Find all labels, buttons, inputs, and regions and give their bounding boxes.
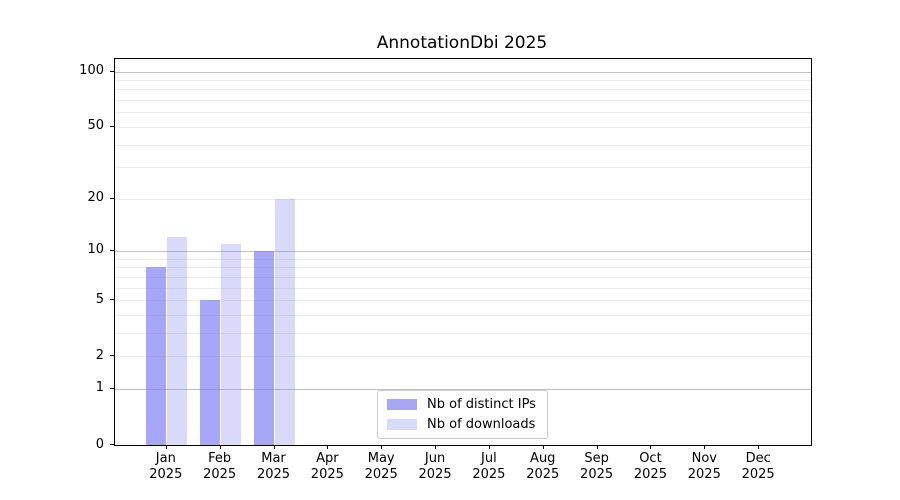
x-tick-mar bbox=[273, 445, 275, 449]
y-gridline-minor-3 bbox=[115, 332, 811, 334]
y-gridline-minor-90 bbox=[115, 80, 811, 82]
legend-label-nb-of-downloads: Nb of downloads bbox=[427, 417, 536, 432]
x-tick-apr bbox=[327, 445, 329, 449]
y-gridline-minor-50 bbox=[115, 126, 811, 128]
x-tick-label-nov: Nov 2025 bbox=[687, 451, 721, 482]
x-tick-jun bbox=[435, 445, 437, 449]
y-tick-label-1: 1 bbox=[95, 380, 104, 396]
y-tick-10 bbox=[110, 249, 114, 251]
chart-title: AnnotationDbi 2025 bbox=[376, 33, 548, 53]
y-tick-label-0: 0 bbox=[95, 436, 104, 452]
y-gridline-minor-7 bbox=[115, 276, 811, 278]
y-gridline-major-1 bbox=[115, 388, 811, 390]
x-tick-label-mar: Mar 2025 bbox=[256, 451, 291, 482]
legend-swatch-nb-of-downloads bbox=[387, 419, 417, 430]
plot-area bbox=[114, 58, 812, 446]
x-tick-label-feb: Feb 2025 bbox=[203, 451, 237, 482]
x-tick-label-sep: Sep 2025 bbox=[580, 451, 614, 482]
y-gridline-major-10 bbox=[115, 250, 811, 252]
bar-nb-of-downloads-jan bbox=[167, 237, 188, 445]
y-gridline-minor-6 bbox=[115, 287, 811, 289]
bar-nb-of-distinct-ips-jan bbox=[146, 267, 167, 445]
y-gridline-minor-80 bbox=[115, 89, 811, 91]
x-tick-label-oct: Oct 2025 bbox=[633, 451, 667, 482]
legend-row-nb-of-distinct-ips: Nb of distinct IPs bbox=[387, 397, 536, 412]
y-gridline-minor-70 bbox=[115, 100, 811, 102]
y-tick-20 bbox=[110, 197, 114, 199]
y-gridline-minor-2 bbox=[115, 356, 811, 358]
x-tick-label-apr: Apr 2025 bbox=[310, 451, 344, 482]
y-gridline-minor-20 bbox=[115, 198, 811, 200]
x-tick-label-may: May 2025 bbox=[364, 451, 398, 482]
x-tick-sep bbox=[596, 445, 598, 449]
y-gridline-minor-8 bbox=[115, 267, 811, 269]
y-tick-100 bbox=[110, 70, 114, 72]
legend-label-nb-of-distinct-ips: Nb of distinct IPs bbox=[427, 397, 536, 412]
y-gridline-minor-30 bbox=[115, 167, 811, 169]
bar-nb-of-downloads-mar bbox=[275, 198, 295, 445]
y-tick-label-2: 2 bbox=[95, 347, 104, 363]
bar-nb-of-distinct-ips-feb bbox=[200, 300, 221, 445]
x-tick-label-jul: Jul 2025 bbox=[472, 451, 506, 482]
x-tick-feb bbox=[219, 445, 221, 449]
y-tick-0 bbox=[110, 444, 114, 445]
x-tick-label-aug: Aug 2025 bbox=[526, 451, 560, 482]
x-tick-oct bbox=[650, 445, 652, 449]
legend: Nb of distinct IPs Nb of downloads bbox=[377, 390, 548, 439]
y-gridline-minor-9 bbox=[115, 258, 811, 260]
y-gridline-minor-60 bbox=[115, 112, 811, 114]
bar-nb-of-distinct-ips-mar bbox=[254, 250, 274, 445]
y-tick-label-50: 50 bbox=[87, 118, 104, 134]
y-gridline-minor-4 bbox=[115, 314, 811, 316]
x-tick-dec bbox=[758, 445, 760, 449]
y-tick-2 bbox=[110, 355, 114, 357]
y-tick-50 bbox=[110, 125, 114, 127]
y-tick-label-20: 20 bbox=[87, 190, 104, 206]
legend-swatch-nb-of-distinct-ips bbox=[387, 399, 417, 410]
legend-row-nb-of-downloads: Nb of downloads bbox=[387, 417, 536, 432]
y-tick-label-100: 100 bbox=[79, 63, 104, 79]
y-gridline-major-100 bbox=[115, 71, 811, 73]
x-tick-label-jan: Jan 2025 bbox=[149, 451, 183, 482]
y-tick-1 bbox=[110, 387, 114, 389]
y-gridline-minor-40 bbox=[115, 144, 811, 146]
y-gridline-minor-5 bbox=[115, 300, 811, 302]
x-tick-jul bbox=[488, 445, 490, 449]
x-tick-nov bbox=[704, 445, 706, 449]
y-tick-label-10: 10 bbox=[87, 242, 104, 258]
y-tick-5 bbox=[110, 299, 114, 301]
bar-nb-of-downloads-feb bbox=[221, 243, 242, 445]
y-tick-label-5: 5 bbox=[95, 291, 104, 307]
x-tick-aug bbox=[542, 445, 544, 449]
x-tick-label-jun: Jun 2025 bbox=[418, 451, 452, 482]
x-tick-may bbox=[381, 445, 383, 449]
x-tick-label-dec: Dec 2025 bbox=[741, 451, 775, 482]
x-tick-jan bbox=[165, 445, 167, 449]
